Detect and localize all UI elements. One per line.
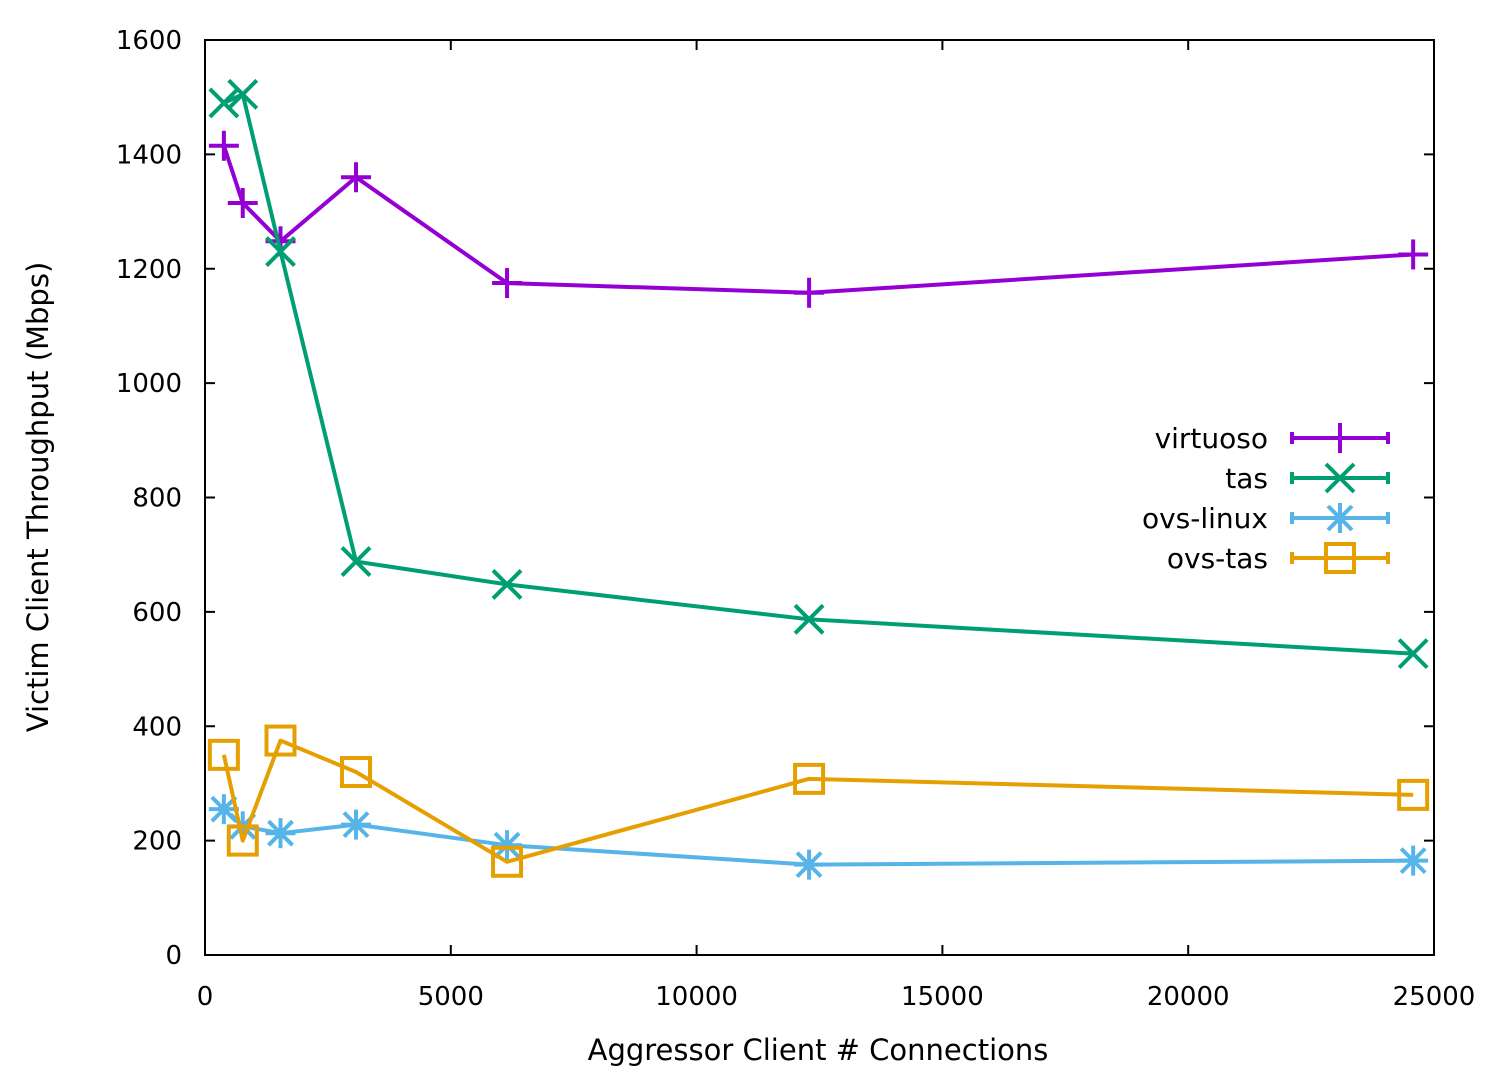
legend: virtuoso tas ovs-linux ovs-tas <box>1142 422 1390 575</box>
data-point <box>1398 239 1429 270</box>
data-point <box>264 724 297 757</box>
x-tick-label: 0 <box>197 982 214 1012</box>
series-ovs-tas <box>207 724 1430 878</box>
data-point <box>1398 845 1429 876</box>
x-tick-label: 25000 <box>1393 982 1476 1012</box>
data-point <box>794 849 825 880</box>
legend-marker <box>1325 503 1355 533</box>
data-point <box>340 756 373 788</box>
data-point <box>226 824 259 857</box>
data-point <box>265 236 296 268</box>
plot-frame <box>204 39 1435 956</box>
marker-stroke <box>207 738 240 771</box>
y-tick-label: 1200 <box>116 255 182 285</box>
y-tick-label: 200 <box>132 827 182 857</box>
data-point <box>340 546 372 577</box>
x-axis-title: Aggressor Client # Connections <box>588 1033 1049 1067</box>
legend-label: ovs-linux <box>1142 502 1268 535</box>
marker-stroke <box>793 603 825 635</box>
legend-label: tas <box>1225 462 1268 495</box>
marker-stroke <box>208 87 240 119</box>
series-ovs-linux <box>208 794 1429 880</box>
data-point <box>208 130 239 161</box>
data-point <box>491 845 524 878</box>
marker-stroke <box>1397 778 1430 811</box>
legend-item-ovs-linux: ovs-linux <box>1142 502 1390 535</box>
legend-label: virtuoso <box>1155 422 1268 455</box>
marker-stroke <box>493 831 521 859</box>
data-point <box>793 603 825 635</box>
marker-stroke <box>795 851 823 879</box>
marker-stroke <box>1399 847 1427 875</box>
y-tick-label: 1600 <box>116 26 182 56</box>
marker-stroke <box>1324 542 1356 574</box>
marker-stroke <box>491 569 523 600</box>
data-point <box>227 78 259 110</box>
data-point <box>492 268 523 299</box>
series-line <box>221 145 1414 295</box>
legend-item-tas: tas <box>1225 462 1390 495</box>
series-tas <box>208 78 1429 670</box>
data-point <box>793 762 826 795</box>
marker-stroke <box>491 845 524 878</box>
marker-stroke <box>264 724 297 757</box>
y-tick-label: 1000 <box>116 369 182 399</box>
legend-label: ovs-tas <box>1167 542 1268 575</box>
data-point <box>207 738 240 771</box>
marker-stroke <box>226 824 259 857</box>
y-axis-title: Victim Client Throughput (Mbps) <box>21 262 55 733</box>
x-tick-label: 5000 <box>418 982 484 1012</box>
legend-marker <box>1324 462 1356 494</box>
marker-stroke <box>793 762 826 795</box>
data-point <box>491 569 523 600</box>
marker-stroke <box>340 756 373 788</box>
marker-stroke <box>267 819 294 847</box>
series-virtuoso <box>208 130 1429 308</box>
series-line <box>221 738 1414 864</box>
data-point <box>1397 638 1429 670</box>
legend-marker <box>1324 542 1356 574</box>
data-point <box>341 162 372 193</box>
data-point <box>341 809 372 840</box>
marker-stroke <box>265 236 296 268</box>
data-point <box>208 87 240 119</box>
legend-item-ovs-tas: ovs-tas <box>1167 542 1390 575</box>
y-tick-label: 800 <box>132 484 182 514</box>
axis-ticks: 0 5000 10000 15000 20000 25000 0 200 400 600 800 10… <box>116 26 1476 1012</box>
data-point <box>1397 778 1430 811</box>
data-point <box>227 187 258 218</box>
x-tick-label: 20000 <box>1147 982 1230 1012</box>
marker-stroke <box>1397 638 1429 670</box>
data-point <box>794 277 825 308</box>
marker-stroke <box>1324 462 1356 494</box>
y-tick-label: 0 <box>165 941 182 971</box>
y-tick-label: 1400 <box>116 140 182 170</box>
y-tick-label: 600 <box>132 598 182 628</box>
data-point <box>492 830 523 861</box>
marker-stroke <box>1326 504 1354 532</box>
legend-item-virtuoso: virtuoso <box>1155 422 1390 455</box>
y-tick-label: 400 <box>132 712 182 742</box>
marker-stroke <box>210 795 238 823</box>
marker-stroke <box>340 546 372 577</box>
x-tick-label: 15000 <box>901 982 984 1012</box>
data-point <box>265 818 296 849</box>
marker-stroke <box>227 78 259 110</box>
marker-stroke <box>342 811 370 839</box>
series-layer <box>207 78 1430 880</box>
x-tick-label: 10000 <box>655 982 738 1012</box>
legend-marker <box>1325 423 1355 453</box>
